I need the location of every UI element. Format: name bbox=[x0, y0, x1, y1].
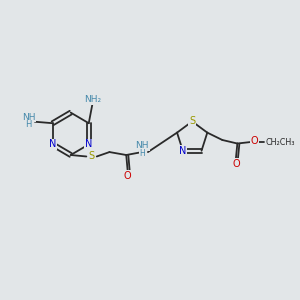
Text: N: N bbox=[49, 140, 56, 149]
Text: NH: NH bbox=[135, 141, 149, 150]
Text: O: O bbox=[251, 136, 259, 146]
Text: H: H bbox=[25, 120, 32, 129]
Text: O: O bbox=[232, 158, 240, 169]
Text: N: N bbox=[85, 140, 92, 149]
Text: S: S bbox=[189, 116, 195, 126]
Text: NH: NH bbox=[22, 112, 35, 122]
Text: N: N bbox=[179, 146, 187, 156]
Text: CH₂CH₃: CH₂CH₃ bbox=[266, 138, 295, 147]
Text: O: O bbox=[124, 171, 131, 181]
Text: S: S bbox=[88, 152, 94, 161]
Text: NH₂: NH₂ bbox=[84, 95, 101, 104]
Text: H: H bbox=[139, 149, 145, 158]
